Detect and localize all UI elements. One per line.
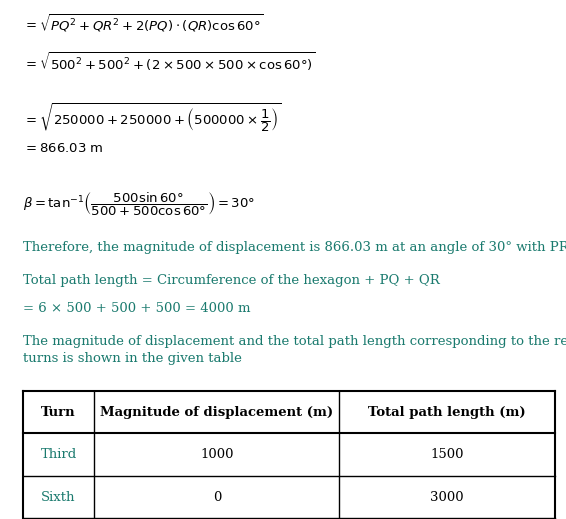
Text: $= \sqrt{250000 + 250000 + \left(500000 \times \dfrac{1}{2}\right)}$: $= \sqrt{250000 + 250000 + \left(500000 … xyxy=(23,101,281,134)
Text: Magnitude of displacement (m): Magnitude of displacement (m) xyxy=(100,405,333,418)
Text: Turn: Turn xyxy=(41,405,76,418)
Text: Third: Third xyxy=(40,448,76,461)
Text: 1500: 1500 xyxy=(430,448,464,461)
Text: 1000: 1000 xyxy=(200,448,234,461)
Text: 0: 0 xyxy=(213,490,221,503)
Text: $= \sqrt{PQ^2 + QR^2 + 2(PQ)\cdot(QR)\cos 60°}$: $= \sqrt{PQ^2 + QR^2 + 2(PQ)\cdot(QR)\co… xyxy=(23,13,263,34)
Text: $= 866.03\ \mathrm{m}$: $= 866.03\ \mathrm{m}$ xyxy=(23,142,104,155)
Text: Total path length (m): Total path length (m) xyxy=(368,405,526,418)
Text: Therefore, the magnitude of displacement is 866.03 m at an angle of 30° with PR.: Therefore, the magnitude of displacement… xyxy=(23,241,566,254)
Text: $\beta = \tan^{-1}\!\left(\dfrac{500\sin 60°}{500 + 500\cos 60°}\right) = 30°$: $\beta = \tan^{-1}\!\left(\dfrac{500\sin… xyxy=(23,190,255,217)
Text: $= \sqrt{500^2 + 500^2 + (2 \times 500 \times 500 \times \cos 60°)}$: $= \sqrt{500^2 + 500^2 + (2 \times 500 \… xyxy=(23,50,315,73)
Text: Total path length = Circumference of the hexagon + PQ + QR: Total path length = Circumference of the… xyxy=(23,274,439,287)
Text: 3000: 3000 xyxy=(430,490,464,503)
Text: Sixth: Sixth xyxy=(41,490,76,503)
Text: The magnitude of displacement and the total path length corresponding to the req: The magnitude of displacement and the to… xyxy=(23,335,566,365)
Text: = 6 × 500 + 500 + 500 = 4000 m: = 6 × 500 + 500 + 500 = 4000 m xyxy=(23,302,250,315)
